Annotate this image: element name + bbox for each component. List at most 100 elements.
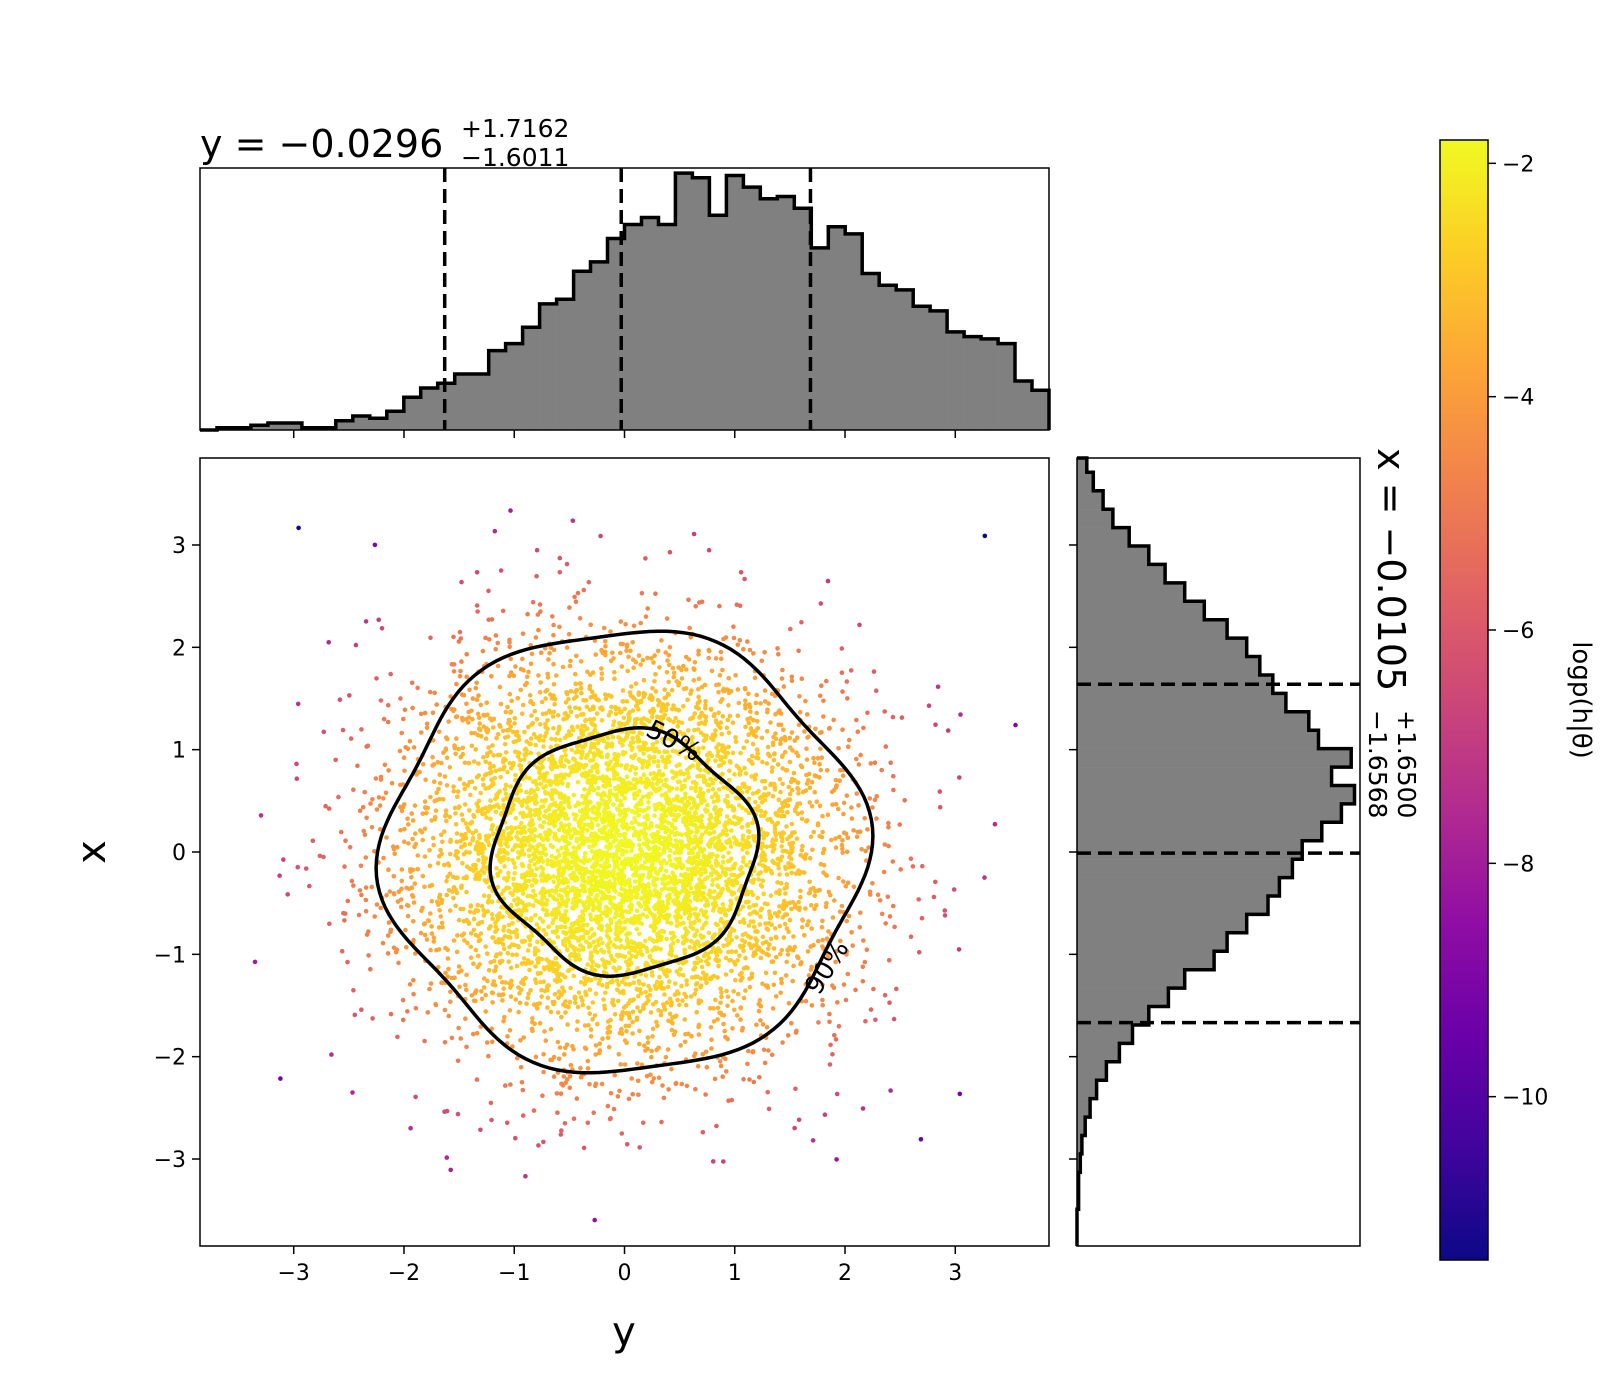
scatter-point xyxy=(590,907,596,913)
scatter-point xyxy=(523,961,529,967)
scatter-point xyxy=(471,814,477,820)
scatter-point xyxy=(536,627,541,633)
scatter-point xyxy=(758,907,763,913)
scatter-point xyxy=(632,717,638,722)
scatter-point xyxy=(433,1001,438,1007)
scatter-point xyxy=(668,920,674,926)
scatter-point xyxy=(760,1022,766,1027)
scatter-point xyxy=(585,1066,591,1071)
scatter-point xyxy=(716,710,721,716)
scatter-point xyxy=(495,640,501,646)
scatter-point xyxy=(699,964,705,970)
scatter-point xyxy=(631,826,636,831)
scatter-point xyxy=(682,1039,688,1045)
scatter-point xyxy=(386,768,391,773)
scatter-point xyxy=(673,878,679,884)
scatter-point xyxy=(461,851,467,857)
scatter-point xyxy=(474,1077,480,1082)
scatter-point xyxy=(733,673,738,678)
scatter-point xyxy=(619,1031,625,1036)
scatter-point xyxy=(711,1006,716,1011)
scatter-point xyxy=(861,725,866,731)
scatter-point xyxy=(791,934,796,939)
scatter-point xyxy=(410,705,415,711)
scatter-point xyxy=(739,1028,745,1033)
scatter-point xyxy=(746,1048,751,1054)
scatter-point xyxy=(524,1001,529,1006)
scatter-point xyxy=(457,984,462,990)
scatter-point xyxy=(794,836,800,842)
scatter-point xyxy=(503,709,509,715)
scatter-point xyxy=(535,765,540,770)
scatter-point xyxy=(859,847,864,852)
scatter-point xyxy=(769,1052,775,1058)
scatter-point xyxy=(645,655,650,661)
scatter-point xyxy=(675,938,680,944)
scatter-point xyxy=(724,1069,729,1074)
scatter-point xyxy=(683,926,688,931)
scatter-point xyxy=(688,994,694,999)
scatter-point xyxy=(737,818,743,823)
scatter-point xyxy=(563,909,569,914)
scatter-point xyxy=(662,712,667,717)
scatter-point xyxy=(508,656,513,662)
top-hist-bar xyxy=(250,425,269,430)
scatter-point xyxy=(557,624,562,630)
scatter-point xyxy=(795,780,801,785)
top-hist-bar xyxy=(811,247,829,430)
scatter-point xyxy=(787,917,793,923)
scatter-point xyxy=(545,718,550,723)
scatter-point xyxy=(614,757,620,763)
scatter-point xyxy=(877,898,883,903)
scatter-point xyxy=(559,924,565,930)
scatter-point xyxy=(543,711,549,716)
scatter-point xyxy=(448,1167,454,1173)
scatter-point xyxy=(777,904,782,909)
scatter-point xyxy=(467,909,473,915)
scatter-point xyxy=(428,911,433,916)
scatter-point xyxy=(758,701,763,706)
scatter-point xyxy=(640,889,646,894)
scatter-point xyxy=(791,770,797,776)
scatter-point xyxy=(399,730,405,736)
scatter-point xyxy=(454,949,460,955)
scatter-point xyxy=(492,528,498,534)
scatter-point xyxy=(490,1000,495,1005)
scatter-point xyxy=(651,771,657,776)
scatter-point xyxy=(751,718,756,723)
scatter-point xyxy=(775,646,780,651)
scatter-point xyxy=(422,1038,427,1044)
scatter-point xyxy=(523,1174,528,1179)
scatter-point xyxy=(562,1052,567,1057)
scatter-point xyxy=(565,897,571,902)
scatter-point xyxy=(598,936,603,941)
scatter-point xyxy=(610,997,616,1003)
scatter-point xyxy=(593,991,599,996)
scatter-point xyxy=(589,964,595,969)
scatter-point xyxy=(812,789,817,795)
scatter-point xyxy=(549,853,555,859)
scatter-point xyxy=(841,800,847,806)
scatter-point xyxy=(750,791,756,796)
scatter-point xyxy=(763,810,768,815)
scatter-point xyxy=(540,824,545,830)
scatter-point xyxy=(602,990,608,995)
scatter-point xyxy=(687,944,693,950)
scatter-point xyxy=(533,742,538,748)
scatter-point xyxy=(846,737,852,743)
scatter-point xyxy=(586,1005,591,1010)
scatter-point xyxy=(758,955,764,961)
scatter-point xyxy=(739,864,744,870)
scatter-point xyxy=(770,793,776,799)
scatter-point xyxy=(536,834,542,839)
scatter-point xyxy=(721,1159,726,1164)
scatter-point xyxy=(619,664,625,669)
scatter-point xyxy=(789,1020,794,1026)
scatter-point xyxy=(720,1074,725,1079)
top-hist-bar xyxy=(556,299,574,430)
scatter-point xyxy=(645,817,650,822)
scatter-point xyxy=(846,913,852,919)
scatter-point xyxy=(633,681,639,686)
scatter-point xyxy=(608,843,613,849)
